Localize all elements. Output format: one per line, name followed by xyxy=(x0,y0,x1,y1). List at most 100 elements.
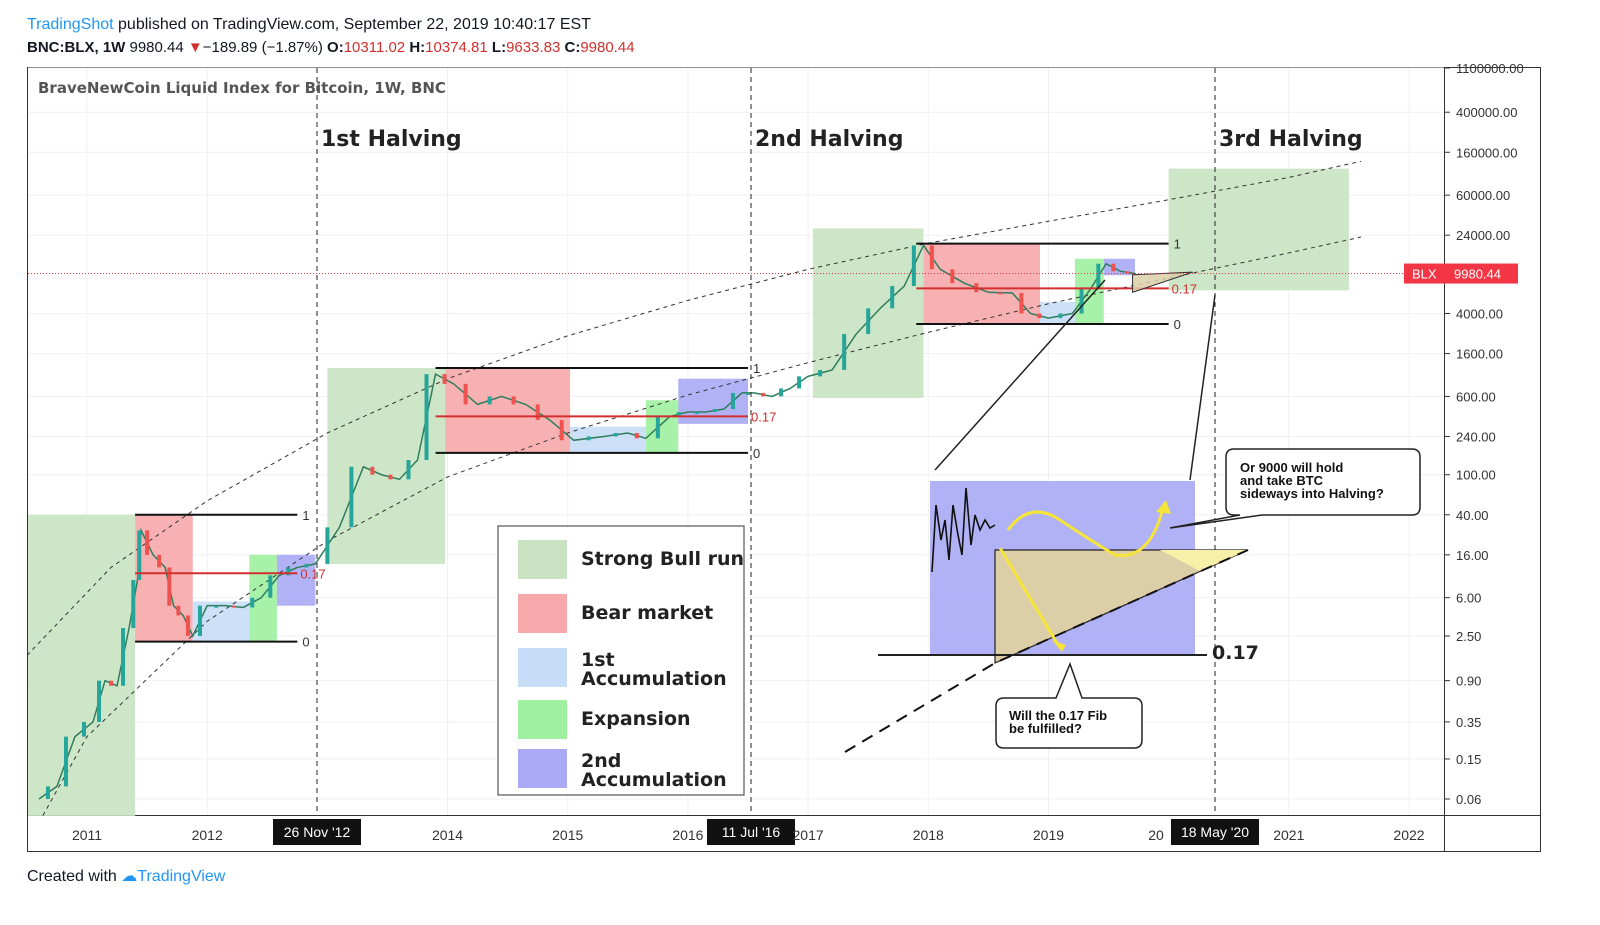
fib-label-1: 1 xyxy=(753,361,760,376)
price-candle xyxy=(63,736,68,787)
halving-title: 2nd Halving xyxy=(755,127,903,152)
y-tick-label: 16.00 xyxy=(1456,548,1489,563)
price-candle xyxy=(487,396,492,405)
price-candle xyxy=(890,286,895,309)
bull-zone xyxy=(28,514,136,816)
symbol-header: BNC:BLX, 1W 9980.44 ▼−189.89 (−1.87%) O:… xyxy=(27,39,635,56)
price-candle xyxy=(1019,292,1024,314)
x-tick-label: 2016 xyxy=(672,827,703,843)
y-tick-label: 0.06 xyxy=(1456,792,1481,807)
low-label: L: xyxy=(491,39,507,56)
accumulation1-zone xyxy=(1040,302,1075,324)
price-candle xyxy=(511,396,516,405)
lower-regression-curve xyxy=(42,236,1362,816)
price-candle xyxy=(911,245,916,287)
price-change: −189.89 (−1.87%) xyxy=(202,39,323,56)
fib-label-1: 1 xyxy=(1174,237,1181,252)
legend-swatch xyxy=(518,648,567,687)
price-candle xyxy=(746,392,750,395)
inset-fib-label: 0.17 xyxy=(1212,642,1259,664)
price-candle xyxy=(325,527,330,564)
price-candle xyxy=(131,579,136,629)
y-tick-label: 1100000.00 xyxy=(1456,61,1524,76)
price-candle xyxy=(950,269,955,284)
inset-triangle-tip xyxy=(1160,550,1248,571)
price-candle xyxy=(81,721,86,737)
price-candle xyxy=(137,530,142,580)
last-price-symbol: BLX xyxy=(1412,267,1437,282)
callout-hold-text: Or 9000 will hold xyxy=(1240,460,1343,475)
x-tick-label: 2019 xyxy=(1033,827,1064,843)
high-label: H: xyxy=(409,39,426,56)
y-tick-label: 0.15 xyxy=(1456,752,1481,767)
price-candle xyxy=(712,408,717,413)
x-tick-label: 2014 xyxy=(432,827,463,843)
halving-title: 1st Halving xyxy=(321,127,462,152)
bear-zone xyxy=(135,514,193,642)
price-candle xyxy=(121,628,126,686)
price-candle xyxy=(1058,313,1063,319)
legend-label: Expansion xyxy=(581,708,691,730)
callout-fib-text: Will the 0.17 Fib xyxy=(1009,708,1107,723)
inset-price-sketch xyxy=(931,487,996,573)
legend-label: 2nd xyxy=(581,750,621,772)
last-price: 9980.44 xyxy=(129,39,184,56)
upper-regression-curve xyxy=(28,160,1362,656)
projected-bull-zone xyxy=(1168,168,1349,291)
price-candle xyxy=(463,383,468,405)
callout-fib-text: be fulfilled? xyxy=(1009,721,1082,736)
price-candle xyxy=(929,245,934,270)
x-tick-label: 2017 xyxy=(793,827,824,843)
open-value: 10311.02 xyxy=(343,39,406,56)
y-tick-label: 600.00 xyxy=(1456,389,1496,404)
halving-date-badge xyxy=(707,819,795,845)
halving-title: 3rd Halving xyxy=(1219,127,1363,152)
price-candle xyxy=(676,412,681,417)
price-candle xyxy=(866,308,871,335)
price-candle xyxy=(145,530,150,555)
author-link[interactable]: TradingShot xyxy=(27,16,114,33)
price-candle xyxy=(1096,263,1101,290)
price-candle xyxy=(232,605,237,608)
y-tick-label: 100.00 xyxy=(1456,468,1496,483)
x-tick-label: 2011 xyxy=(72,827,102,843)
y-tick-label: 40.00 xyxy=(1456,508,1489,523)
inset-scenario-sideways-arrow xyxy=(1006,507,1165,557)
price-candle xyxy=(535,404,540,420)
x-tick-label: 2021 xyxy=(1273,827,1304,843)
callout-hold-text: and take BTC xyxy=(1240,473,1324,488)
halving-date-badge xyxy=(273,819,361,845)
inset-arrowhead xyxy=(1156,500,1171,514)
halving-date: 18 May '20 xyxy=(1181,824,1249,840)
callout-hold-text: sideways into Halving? xyxy=(1240,486,1384,501)
fib-label-0: 0 xyxy=(302,635,309,650)
x-tick-label: 2018 xyxy=(913,827,944,843)
callout-fib-bubble xyxy=(995,661,1143,749)
created-with-label: Created with xyxy=(27,868,117,885)
close-value: 9980.44 xyxy=(580,39,635,56)
price-candle xyxy=(1125,271,1130,274)
zoom-connector-line xyxy=(1189,294,1216,481)
price-candle xyxy=(1079,289,1084,314)
fib-label-017: 0.17 xyxy=(751,409,776,424)
tradingview-cloud-icon: ☁ xyxy=(121,868,138,885)
legend-label: Bear market xyxy=(581,602,713,624)
fib-label-0: 0 xyxy=(1174,317,1181,332)
y-tick-label: 240.00 xyxy=(1456,429,1496,444)
price-candle xyxy=(157,554,162,568)
price-candle xyxy=(349,466,354,528)
tradingview-link[interactable]: TradingView xyxy=(137,868,226,885)
legend-label: Accumulation xyxy=(581,668,727,690)
price-candle xyxy=(214,605,219,608)
y-tick-label: 60000.00 xyxy=(1456,188,1510,203)
zoom-connector-line xyxy=(934,279,1106,471)
publication-header: TradingShot published on TradingView.com… xyxy=(27,16,591,34)
inset-scenario-down-arrow xyxy=(998,547,1062,649)
price-candle xyxy=(268,575,273,598)
price-candle xyxy=(304,563,309,568)
fib-label-1: 1 xyxy=(302,508,309,523)
x-tick-label: 2022 xyxy=(1393,827,1424,843)
high-value: 10374.81 xyxy=(425,39,488,56)
publication-info: published on TradingView.com, September … xyxy=(118,16,591,33)
